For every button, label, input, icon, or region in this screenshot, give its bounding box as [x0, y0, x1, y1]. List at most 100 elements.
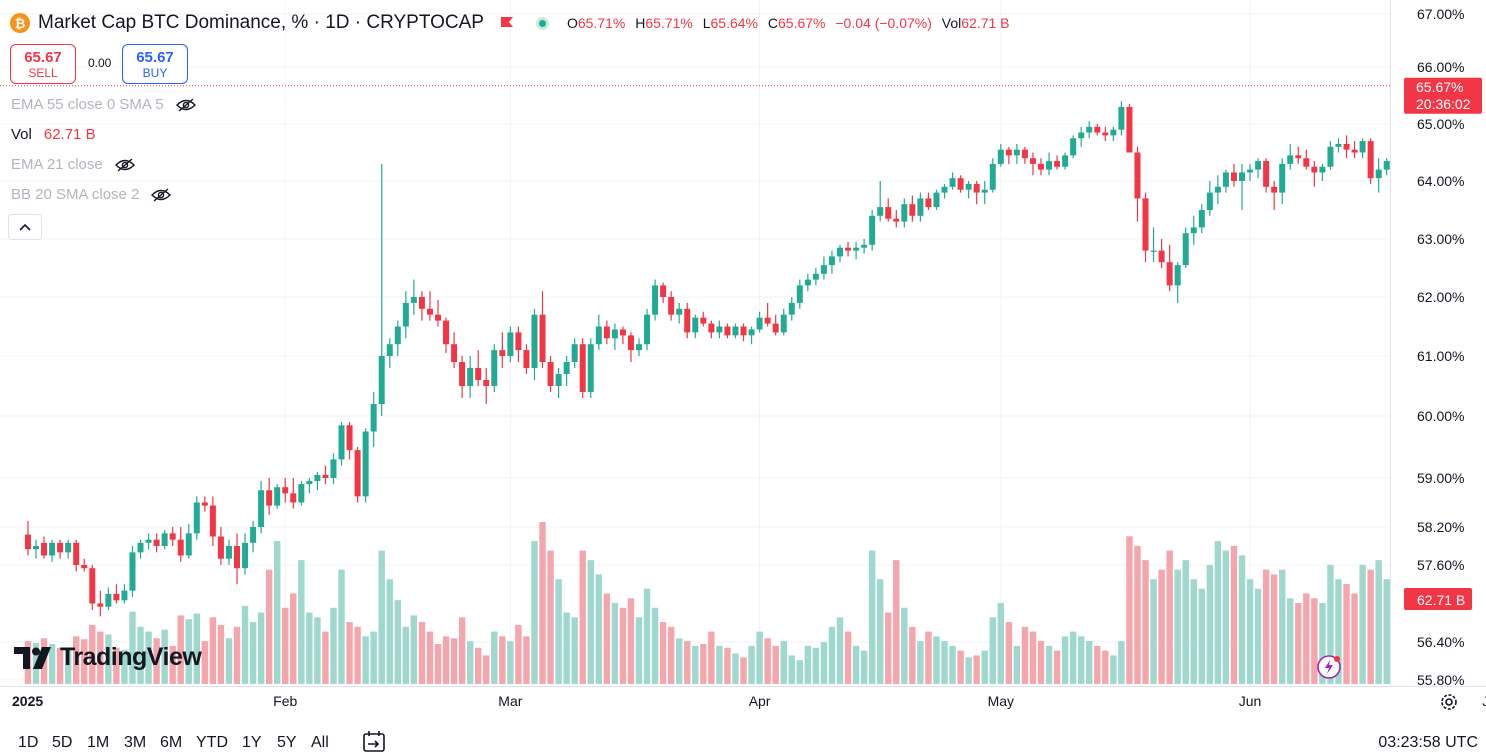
candle-73[interactable] — [611, 323, 618, 351]
flag-icon[interactable] — [500, 16, 514, 30]
candle-72[interactable] — [603, 320, 610, 345]
candle-79[interactable] — [660, 282, 667, 303]
candle-49[interactable] — [418, 291, 425, 321]
candle-97[interactable] — [804, 273, 811, 292]
symbol-title[interactable]: Market Cap BTC Dominance, % · 1D · CRYPT… — [38, 12, 484, 33]
candle-133[interactable] — [1094, 124, 1101, 136]
candle-77[interactable] — [644, 308, 651, 351]
candle-40[interactable] — [346, 422, 353, 460]
candle-125[interactable] — [1029, 152, 1036, 176]
candle-162[interactable] — [1327, 141, 1334, 170]
candle-98[interactable] — [812, 268, 819, 286]
legend-volume[interactable]: Vol 62.71 B — [11, 126, 96, 143]
candle-37[interactable] — [322, 465, 329, 485]
candle-118[interactable] — [973, 181, 980, 205]
candle-46[interactable] — [394, 320, 401, 356]
candle-92[interactable] — [764, 302, 771, 327]
candle-140[interactable] — [1150, 227, 1157, 263]
candle-119[interactable] — [981, 181, 988, 205]
candle-166[interactable] — [1359, 138, 1366, 159]
candle-27[interactable] — [242, 533, 249, 575]
candle-130[interactable] — [1070, 135, 1077, 159]
candle-120[interactable] — [989, 158, 996, 193]
candle-9[interactable] — [97, 590, 104, 617]
candle-163[interactable] — [1335, 138, 1342, 153]
candle-33[interactable] — [290, 478, 297, 509]
candle-34[interactable] — [298, 481, 305, 506]
candle-16[interactable] — [153, 533, 160, 553]
candle-43[interactable] — [370, 392, 377, 447]
candle-91[interactable] — [756, 311, 763, 333]
range-1m-button[interactable]: 1M — [87, 734, 110, 751]
candle-26[interactable] — [234, 533, 240, 585]
candle-109[interactable] — [901, 198, 908, 228]
candle-148[interactable] — [1214, 175, 1221, 205]
candle-122[interactable] — [1005, 146, 1012, 164]
candle-108[interactable] — [893, 210, 900, 228]
range-1d-button[interactable]: 1D — [18, 734, 39, 751]
candle-14[interactable] — [137, 539, 144, 559]
candle-127[interactable] — [1046, 152, 1053, 176]
range-ytd-button[interactable]: YTD — [196, 734, 228, 751]
candle-164[interactable] — [1343, 135, 1350, 159]
candle-54[interactable] — [459, 356, 466, 398]
legend-ema55[interactable]: EMA 55 close 0 SMA 5 — [11, 96, 196, 113]
candle-106[interactable] — [877, 181, 884, 222]
candle-145[interactable] — [1190, 215, 1197, 245]
range-1y-button[interactable]: 1Y — [242, 734, 262, 751]
candle-87[interactable] — [724, 323, 731, 339]
candle-56[interactable] — [475, 350, 482, 386]
candle-51[interactable] — [435, 299, 441, 327]
candle-13[interactable] — [129, 546, 136, 598]
candle-146[interactable] — [1198, 204, 1205, 234]
candle-82[interactable] — [684, 302, 691, 339]
candle-157[interactable] — [1287, 143, 1294, 170]
candle-123[interactable] — [1013, 143, 1020, 164]
candle-138[interactable] — [1134, 146, 1141, 222]
market-status-icon[interactable] — [535, 16, 549, 30]
candle-134[interactable] — [1102, 126, 1109, 142]
candle-158[interactable] — [1295, 146, 1302, 164]
candle-102[interactable] — [845, 241, 852, 257]
candle-126[interactable] — [1038, 158, 1044, 176]
candle-70[interactable] — [587, 338, 594, 398]
candle-161[interactable] — [1319, 163, 1326, 181]
candle-29[interactable] — [258, 481, 265, 534]
candle-42[interactable] — [362, 428, 369, 503]
candle-142[interactable] — [1166, 244, 1173, 292]
candle-76[interactable] — [636, 338, 642, 356]
candle-107[interactable] — [885, 198, 892, 222]
bitcoin-icon[interactable]: ₿ — [10, 13, 30, 33]
candle-99[interactable] — [820, 256, 827, 280]
candle-63[interactable] — [531, 308, 538, 380]
calendar-goto-icon[interactable] — [362, 730, 386, 752]
candle-12[interactable] — [121, 584, 128, 604]
utc-clock[interactable]: 03:23:58 UTC — [1378, 734, 1478, 751]
range-5d-button[interactable]: 5D — [52, 734, 73, 751]
candle-105[interactable] — [869, 210, 876, 251]
candle-116[interactable] — [957, 175, 964, 193]
candle-155[interactable] — [1271, 181, 1278, 210]
candle-101[interactable] — [837, 244, 843, 263]
candle-80[interactable] — [668, 291, 675, 321]
candle-21[interactable] — [193, 496, 200, 540]
candle-144[interactable] — [1182, 227, 1189, 268]
candle-25[interactable] — [225, 539, 232, 565]
candle-0[interactable] — [24, 520, 31, 556]
candle-24[interactable] — [217, 527, 224, 565]
candle-69[interactable] — [579, 338, 586, 398]
candle-60[interactable] — [507, 326, 514, 363]
candle-124[interactable] — [1021, 146, 1028, 164]
candle-11[interactable] — [113, 584, 120, 604]
candle-84[interactable] — [700, 311, 707, 327]
collapse-legend-button[interactable] — [8, 214, 42, 240]
candle-39[interactable] — [338, 422, 345, 466]
candle-64[interactable] — [539, 291, 546, 368]
range-5y-button[interactable]: 5Y — [277, 734, 297, 751]
candle-136[interactable] — [1118, 101, 1125, 136]
candle-131[interactable] — [1078, 126, 1085, 147]
candle-2[interactable] — [41, 536, 48, 559]
candle-169[interactable] — [1383, 158, 1390, 176]
tradingview-logo[interactable]: TradingView — [14, 643, 202, 672]
candle-88[interactable] — [732, 323, 739, 339]
